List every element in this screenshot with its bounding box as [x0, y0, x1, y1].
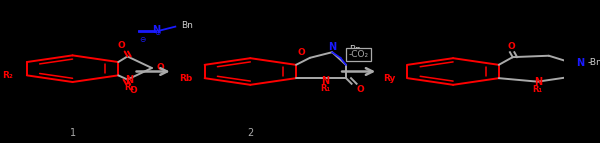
- Text: R₁: R₁: [533, 85, 543, 94]
- Text: O: O: [129, 86, 137, 95]
- Text: R₂: R₂: [2, 71, 13, 80]
- Text: O: O: [118, 41, 126, 50]
- Text: N: N: [322, 76, 329, 86]
- Text: ⊖: ⊖: [139, 35, 145, 44]
- Text: ⊕: ⊕: [154, 28, 160, 37]
- Text: N: N: [533, 77, 542, 87]
- Text: N: N: [152, 25, 160, 35]
- Text: Rb: Rb: [179, 74, 193, 83]
- Text: N: N: [577, 58, 585, 68]
- Text: -CO₂: -CO₂: [349, 50, 369, 59]
- Text: R₁: R₁: [124, 83, 134, 92]
- Text: 2: 2: [247, 128, 253, 138]
- Text: O: O: [356, 85, 364, 94]
- Text: O: O: [157, 63, 164, 73]
- Text: O: O: [298, 48, 305, 57]
- Text: 1: 1: [70, 128, 76, 138]
- Text: N: N: [125, 75, 134, 85]
- Text: N: N: [328, 41, 336, 51]
- Text: R₁: R₁: [320, 84, 331, 93]
- Text: Bn: Bn: [181, 21, 193, 30]
- Text: O: O: [507, 42, 515, 51]
- Text: -Bn: -Bn: [587, 58, 600, 67]
- Text: Ry: Ry: [383, 74, 395, 83]
- Text: Bn: Bn: [349, 45, 361, 54]
